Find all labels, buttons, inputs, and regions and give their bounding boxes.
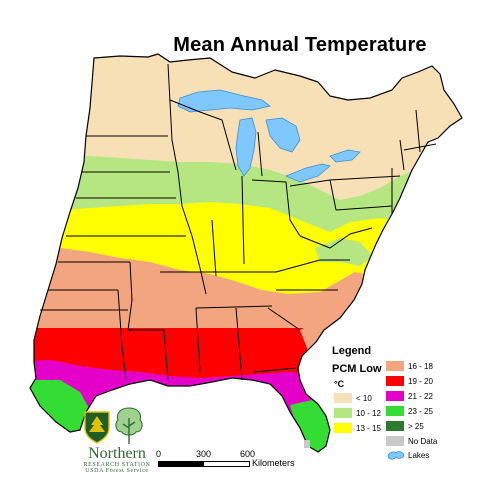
outer-boundary [29, 53, 463, 453]
swatch-10-12 [334, 408, 352, 418]
scale-tick-0: 0 [156, 449, 162, 459]
logo-name: Northern [88, 445, 146, 462]
legend-label-10-12: 10 - 12 [356, 409, 381, 418]
legend-label-no-data: No Data [408, 437, 438, 446]
legend-label-over-25: > 25 [408, 422, 424, 431]
lake-ontario [329, 149, 361, 163]
swatch-16-18 [386, 361, 404, 371]
swatch-under-10 [334, 393, 352, 403]
swatch-13-15 [334, 423, 352, 433]
scale-bar-segment-2 [203, 461, 250, 467]
legend-subheading: PCM Low [332, 363, 382, 375]
lakes-icon [387, 451, 405, 460]
swatch-23-25 [386, 406, 404, 416]
logo-agency: USDA Forest Service [85, 468, 149, 474]
legend-unit: °C [334, 379, 345, 389]
legend-label-23-25: 23 - 25 [408, 407, 433, 416]
swatch-21-22 [386, 391, 404, 401]
great-lakes [177, 89, 361, 183]
scale-bar-segment-1 [158, 461, 205, 467]
legend-label-13-15: 13 - 15 [356, 424, 381, 433]
swatch-19-20 [386, 376, 404, 386]
lake-huron [265, 117, 301, 153]
lake-michigan [235, 117, 257, 177]
scale-tick-600: 600 [240, 449, 256, 459]
state-boundaries [29, 53, 463, 453]
swatch-over-25 [386, 421, 404, 431]
legend-label-lakes: Lakes [408, 451, 430, 460]
legend-label-under-10: < 10 [356, 394, 372, 403]
legend-heading: Legend [332, 345, 372, 357]
legend-label-19-20: 19 - 20 [408, 377, 433, 386]
oak-tree-icon [115, 407, 143, 444]
swatch-no-data [386, 436, 404, 446]
florida-no-data [304, 440, 310, 448]
scale-unit: Kilometers [252, 458, 295, 468]
lake-superior [177, 89, 271, 113]
legend-label-21-22: 21 - 22 [408, 392, 433, 401]
lake-erie [284, 163, 331, 183]
forest-service-shield-icon [84, 411, 110, 444]
northern-research-station-logo: Northern RESEARCH STATION USDA Forest Se… [72, 445, 162, 475]
legend-label-16-18: 16 - 18 [408, 362, 433, 371]
map-title: Mean Annual Temperature [173, 34, 427, 56]
map-legend: Legend PCM Low °C < 10 10 - 12 13 - 15 1… [332, 345, 492, 465]
zone-10-12-appalachia [315, 238, 372, 266]
scale-tick-300: 300 [196, 449, 212, 459]
zone-23-25-florida [290, 400, 334, 452]
logo-subtitle: RESEARCH STATION [83, 462, 151, 468]
scale-bar: 0 300 600 Kilometers [156, 449, 318, 479]
zone-23-25-texas [30, 380, 90, 440]
